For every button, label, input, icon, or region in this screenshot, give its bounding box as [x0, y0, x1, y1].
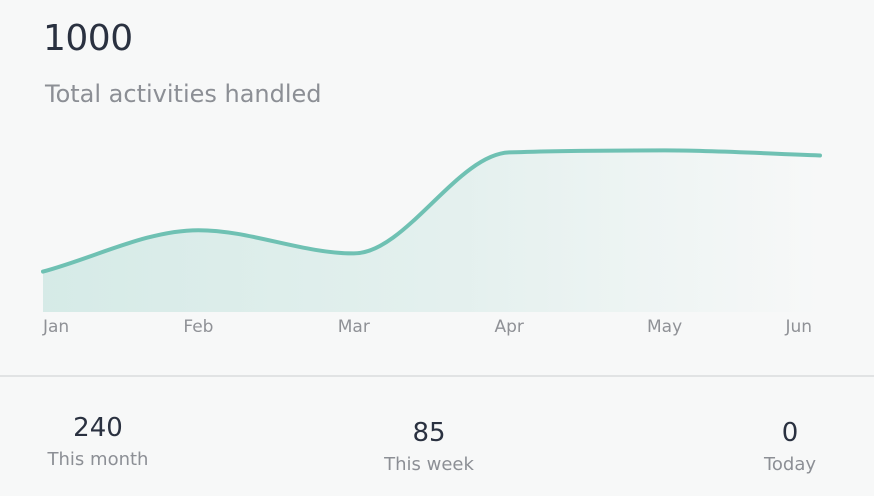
stat-this-month-label: This month — [47, 449, 149, 470]
stat-this-month: 240 This month — [40, 413, 156, 470]
x-tick-label: Jan — [42, 317, 69, 337]
stat-this-month-value: 240 — [73, 413, 123, 443]
stat-this-week-label: This week — [384, 454, 474, 475]
area-fill — [43, 150, 820, 312]
x-tick-label: Mar — [338, 317, 370, 337]
divider — [0, 375, 874, 377]
stat-this-week-value: 85 — [412, 418, 446, 448]
x-tick-label: Feb — [183, 317, 213, 337]
x-tick-label: May — [647, 317, 682, 337]
x-tick-label: Jun — [784, 317, 812, 337]
x-tick-label: Apr — [494, 317, 523, 337]
series-line — [41, 148, 822, 274]
stat-today: 0 Today — [752, 418, 828, 475]
activity-area-chart: Jan Feb Mar Apr May Jun — [41, 148, 822, 337]
stat-this-week: 85 This week — [378, 418, 480, 475]
total-activities-label: Total activities handled — [45, 80, 322, 108]
total-activities-value: 1000 — [43, 18, 133, 59]
stat-today-value: 0 — [781, 418, 799, 448]
stat-today-label: Today — [763, 454, 817, 475]
